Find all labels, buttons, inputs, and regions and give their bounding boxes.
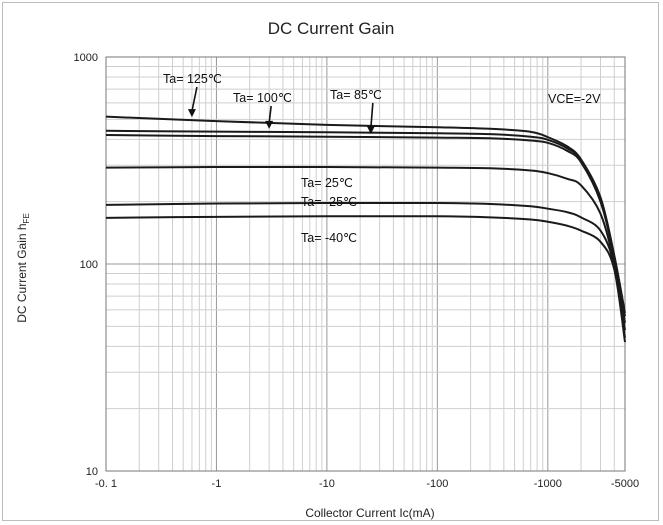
series-line-5 (105, 215, 626, 343)
annotation-arrow-head (187, 109, 196, 118)
y-tick-label: 100 (80, 259, 98, 271)
annotation-label: Ta= -25℃ (301, 195, 357, 209)
annotation-label: Ta= 85℃ (330, 88, 382, 102)
tick-labels: -0. 1 -1 -10 -100 -1000 -5000 10 100 1000 (74, 52, 640, 490)
y-tick-label: 10 (86, 466, 98, 478)
plot-area (105, 56, 626, 472)
annotation-arrow-shaft (191, 86, 198, 112)
x-axis-label: Collector Current Ic(mA) (305, 506, 434, 520)
x-tick-label: -100 (426, 478, 448, 490)
series-line-1 (105, 129, 626, 317)
chart-title: DC Current Gain (268, 19, 395, 38)
series-line-2 (105, 133, 626, 323)
annotation-label: Ta= 125℃ (163, 72, 222, 86)
y-axis-label: DC Current Gain hFE (15, 213, 31, 323)
dc-current-gain-chart: DC Current Gain Ta= 125℃Ta= 100℃ Ta= 85℃T… (15, 19, 640, 520)
annotation-label: Ta= -40℃ (301, 231, 357, 245)
series-line-3 (105, 165, 626, 331)
annotation-arrow-head (265, 120, 274, 129)
x-tick-label: -1000 (534, 478, 562, 490)
annotation-layer: Ta= 125℃ Ta= 100℃ Ta= 85℃ Ta= 25℃ Ta= -25℃ Ta… (163, 72, 601, 245)
annotation-arrow-shaft (268, 105, 272, 124)
y-axis-label-main: DC Current Gain h (15, 223, 29, 322)
x-tick-label: -10 (319, 478, 335, 490)
y-tick-label: 1000 (74, 52, 98, 64)
annotation-arrow-head (366, 126, 375, 135)
annotation-label: Ta= 25℃ (301, 176, 353, 190)
x-tick-label: -1 (212, 478, 222, 490)
series-line-0 (105, 115, 626, 314)
series-line-4 (105, 201, 626, 338)
series-layer (105, 115, 626, 343)
annotation-arrow-shaft (370, 102, 374, 129)
annotation-label: Ta= 100℃ (233, 91, 292, 105)
annotation-label: VCE=-2V (548, 92, 601, 106)
x-tick-label: -0. 1 (95, 478, 117, 490)
chart-frame: DC Current Gain Ta= 125℃ Ta= 100℃ Ta= 85℃ T… (2, 2, 659, 521)
y-axis-label-sub: FE (22, 213, 31, 223)
x-tick-label: -5000 (611, 478, 639, 490)
